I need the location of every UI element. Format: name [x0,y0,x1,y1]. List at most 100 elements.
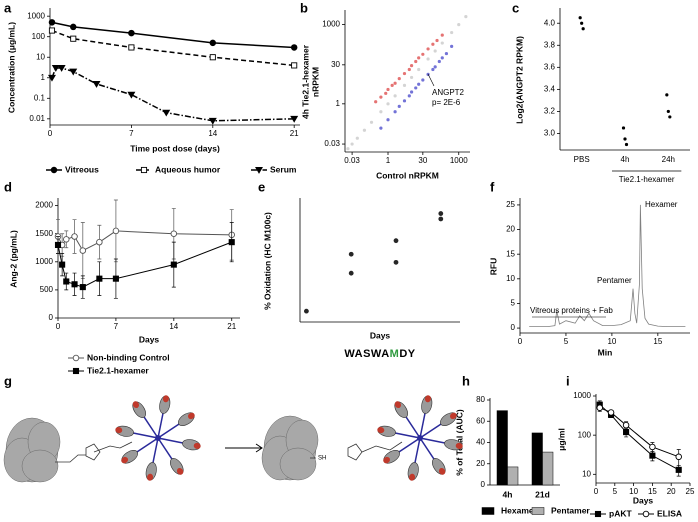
point [450,44,454,48]
marker [57,65,66,72]
y-tick-label: 20 [506,225,515,234]
marker [71,281,78,288]
marker [92,80,101,88]
fab-tip [121,456,129,464]
fab-tip [383,456,391,464]
y-tick-label: 3.6 [544,62,556,71]
point [409,90,414,94]
fab [383,449,400,464]
point [402,71,407,76]
y-tick-label: 0.01 [29,114,45,123]
fab [431,458,446,475]
x-tick-label: 21 [227,322,236,331]
sequence-part: M [390,348,400,360]
x-tick-label: 25 [686,487,695,496]
marker [170,230,178,237]
x-tick-label: 0 [594,487,599,496]
panel-label: d [4,179,12,194]
marker [622,421,630,429]
x-tick-label: 24h [662,155,675,164]
x-tick-label: 30 [418,156,427,165]
x-tick-label: 7 [114,322,119,331]
marker [290,115,299,123]
x-axis-label: Days [633,495,654,505]
marker [228,239,235,246]
x-tick-label: 0.03 [344,156,360,165]
arm [419,437,446,444]
fab [121,449,138,464]
point [386,87,390,92]
bar [496,410,508,486]
fab-tip [193,442,201,449]
y-tick-label: 25 [506,200,515,209]
ring [85,443,101,461]
marker [79,247,87,254]
x-tick-label: 21 [290,129,299,138]
fab-tip [409,473,416,481]
point [426,57,430,61]
marker [596,404,604,412]
y-tick-label: 3.2 [544,107,556,116]
legend-label: Non-binding Control [87,352,170,362]
marker [290,44,298,51]
marker [127,91,136,99]
y-axis-label: RFU [488,258,498,275]
marker [79,284,86,291]
thiol-label: SH [318,456,326,462]
point [348,270,354,276]
y-tick-label: 1000 [27,11,45,20]
point [369,120,374,124]
x-tick-label: 14 [169,322,178,331]
annotation: Pentamer [597,276,632,285]
fab-tip [115,427,123,434]
point [346,147,350,151]
point [581,27,585,31]
point [440,33,444,37]
y-axis-label: Ang-2 (pg/mL) [8,230,18,288]
marker [96,275,103,282]
point [437,59,441,64]
fab-tip [162,395,169,403]
sequence: WASWAMDY [344,348,415,360]
marker [72,354,80,362]
point [440,56,444,60]
hub [155,435,161,441]
point [355,136,359,140]
annotation: Hexamer [645,200,678,209]
point [304,308,309,314]
fab-tip [394,401,402,409]
marker [623,429,630,436]
point [386,102,390,106]
legend-label: Aqueous humor [155,164,221,174]
fab-tip [377,427,385,434]
arm [419,437,435,461]
y-axis-label: nRPKM [310,67,320,97]
x-tick-label: 5 [564,337,569,346]
annotation: ANGPT2 [432,88,465,97]
y-axis-label: 4h Tie2.1-hexamer [300,44,310,119]
x-axis-label: Time post dose (days) [130,143,220,153]
x-axis-label: Days [139,334,160,344]
marker [63,278,70,285]
y-tick-label: 1500 [35,229,53,238]
marker [594,510,602,518]
marker [128,44,135,51]
point [421,52,425,56]
point [409,75,414,80]
panel-label: e [258,179,265,194]
series-line [51,67,295,122]
point [624,142,629,147]
marker [51,65,60,72]
annotation: Vitreous proteins + Fab [530,306,613,315]
marker [69,68,78,76]
x-axis-label: Control nRPKM [376,170,439,180]
y-tick-label: 3.0 [544,129,556,138]
bar [542,451,554,486]
protein [21,449,59,483]
point [417,56,421,60]
y-tick-label: 1000 [322,20,340,29]
y-tick-label: 100 [578,430,592,439]
legend-swatch [481,507,495,515]
legend-label: Tie2.1-hexamer [87,365,149,375]
